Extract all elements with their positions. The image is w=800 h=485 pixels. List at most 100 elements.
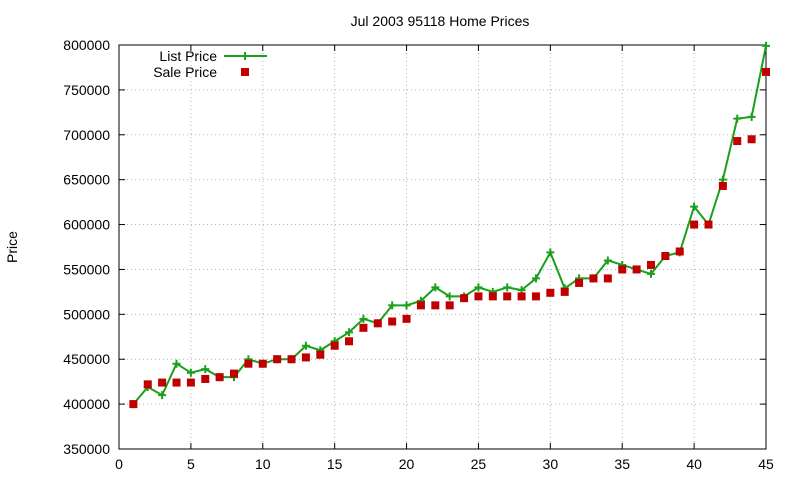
y-tick-label: 400000 [63,396,110,412]
sale-price-point [589,274,598,283]
y-tick-label: 650000 [63,172,110,188]
sale-price-point [675,247,684,256]
list-price-point [546,248,555,257]
y-tick-label: 550000 [63,261,110,277]
axes [118,44,767,450]
sale-price-point [747,135,756,144]
list-price-point [445,292,454,301]
list-price-point [301,341,310,350]
sale-price-point [646,260,655,269]
sale-price-point [287,355,296,364]
sale-price-point [345,337,354,346]
y-tick-label: 700000 [63,127,110,143]
sale-price-point [388,317,397,326]
y-tick-label: 450000 [63,351,110,367]
sale-price-point [402,314,411,323]
sale-price-point [230,369,239,378]
legend-label: List Price [159,48,217,64]
sale-price-point [273,355,282,364]
x-tick-label: 30 [543,456,559,472]
legend-label: Sale Price [153,64,217,80]
sale-price-point [704,220,713,229]
sale-price-point [316,350,325,359]
sale-price-point [445,301,454,310]
sale-price-point [603,274,612,283]
y-tick-label: 350000 [63,441,110,457]
sale-price-point [460,294,469,303]
sale-price-point [690,220,699,229]
x-tick-label: 5 [187,456,195,472]
y-tick-label: 500000 [63,306,110,322]
y-tick-label: 800000 [63,37,110,53]
sale-price-point [632,265,641,274]
sale-price-point [531,292,540,301]
legend-square-marker [241,68,249,76]
y-tick-label: 750000 [63,82,110,98]
list-price-point [359,314,368,323]
x-tick-label: 35 [614,456,630,472]
sale-price-point [431,301,440,310]
list-price-point [646,269,655,278]
sale-price-point [244,359,253,368]
list-price-point [603,256,612,265]
x-tick-label: 0 [115,456,123,472]
list-price-point [186,368,195,377]
sale-price-point [172,378,181,387]
x-tick-label: 45 [758,456,774,472]
x-tick-label: 20 [399,456,415,472]
sale-price-point [618,265,627,274]
x-tick-label: 40 [686,456,702,472]
list-price-point [158,391,167,400]
sale-price-point [546,288,555,297]
y-axis-label: Price [4,231,20,263]
x-tick-label: 15 [327,456,343,472]
sale-price-point [517,292,526,301]
list-price-point [431,283,440,292]
tick-labels: 0 5 10 15 20 25 30 35 40 45 350000 400000 450000 5000… [63,37,774,472]
sale-price-point [416,301,425,310]
sale-price-point [215,373,224,382]
sale-price-point [373,319,382,328]
sale-price-point [718,181,727,190]
sale-price-point [158,378,167,387]
legend-plus-marker [241,52,249,60]
list-price-point [402,301,411,310]
sale-price-series [129,67,770,409]
list-price-point [388,301,397,310]
x-tick-label: 10 [255,456,271,472]
sale-price-point [762,67,770,76]
list-price-point [690,202,699,211]
sale-price-point [330,341,339,350]
sale-price-point [301,353,310,362]
plot-border [118,44,767,450]
chart-title: Jul 2003 95118 Home Prices [351,13,530,29]
sale-price-point [474,292,483,301]
list-price-point [503,283,512,292]
list-price-point [733,114,742,123]
x-tick-label: 25 [471,456,487,472]
grid-lines [119,45,766,449]
sale-price-point [359,323,368,332]
list-price-point [345,328,354,337]
list-price-series [129,41,770,409]
list-price-point [531,274,540,283]
sale-price-point [129,400,138,409]
list-price-point [747,112,756,121]
list-price-point [201,365,210,374]
list-price-point [474,283,483,292]
sale-price-point [503,292,512,301]
sale-price-point [201,374,210,383]
sale-price-point [488,292,497,301]
y-tick-label: 600000 [63,217,110,233]
sale-price-point [143,380,152,389]
list-price-point [762,41,770,50]
sale-price-point [258,359,267,368]
sale-price-point [186,378,195,387]
sale-price-point [575,278,584,287]
sale-price-point [560,287,569,296]
sale-price-point [661,251,670,260]
list-price-point [172,359,181,368]
